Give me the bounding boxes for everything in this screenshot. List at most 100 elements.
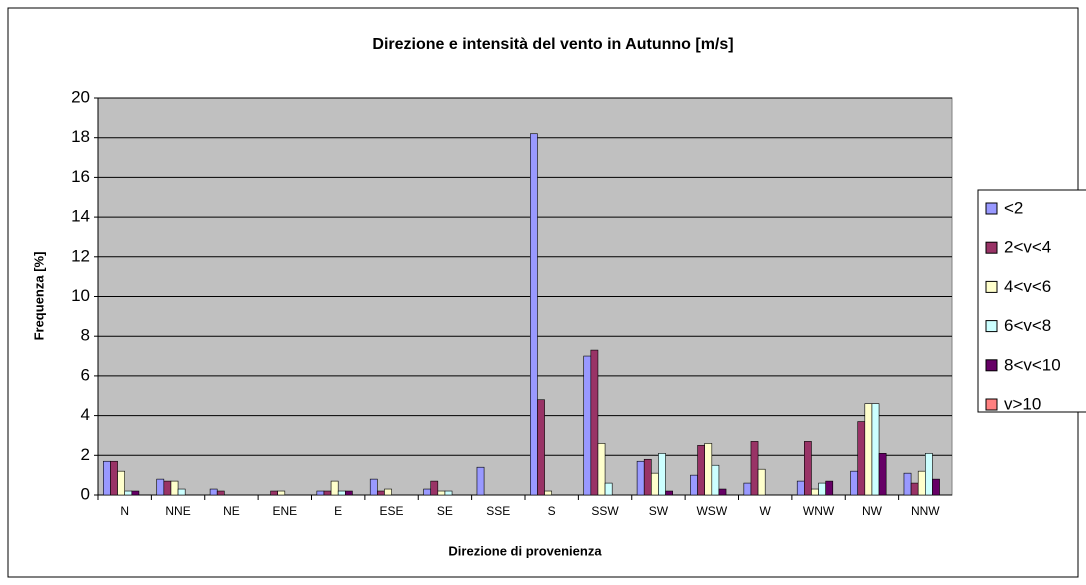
bar (643, 458, 652, 496)
bar (369, 478, 378, 496)
bar (658, 453, 666, 496)
bar (711, 464, 720, 496)
bar (270, 490, 278, 496)
bar (377, 490, 385, 496)
bar (903, 472, 912, 496)
y-tick-label: 12 (71, 246, 90, 265)
bar (818, 482, 826, 496)
bar (804, 441, 812, 496)
bar (604, 482, 613, 496)
y-tick-label: 0 (81, 484, 90, 503)
legend-label: 4<v<6 (1004, 277, 1051, 296)
bar (117, 470, 125, 496)
bar (216, 490, 225, 496)
y-axis-title: Frequenza [%] (31, 252, 46, 341)
chart-title: Direzione e intensità del vento in Autun… (372, 36, 733, 53)
bar (796, 480, 805, 496)
bar (345, 490, 353, 496)
bar (384, 488, 392, 496)
x-tick-label: W (760, 504, 772, 518)
bar (323, 490, 332, 496)
legend-swatch (985, 398, 998, 411)
bar (636, 460, 645, 496)
bar (156, 478, 165, 496)
bar (932, 478, 940, 496)
x-tick-label: NNE (165, 504, 190, 518)
legend-swatch (985, 241, 998, 254)
bar (864, 403, 873, 496)
x-tick-label: SSW (591, 504, 619, 518)
y-tick-label: 8 (81, 326, 90, 345)
bar (704, 443, 713, 496)
bar (917, 470, 926, 496)
x-tick-label: ESE (380, 504, 404, 518)
bar (163, 480, 172, 496)
x-tick-label: NW (862, 504, 883, 518)
bar (277, 490, 286, 496)
legend-label: 8<v<10 (1004, 355, 1061, 374)
bar (530, 133, 538, 496)
bar (651, 472, 659, 496)
legend-label: 6<v<8 (1004, 316, 1051, 335)
y-tick-label: 20 (71, 87, 90, 106)
legend-label: v>10 (1004, 394, 1041, 413)
bar (857, 421, 866, 496)
y-tick-label: 18 (71, 127, 90, 146)
bar (444, 490, 453, 496)
bar (177, 488, 186, 496)
bar (690, 474, 698, 496)
bar (750, 441, 759, 496)
y-tick-label: 6 (81, 365, 90, 384)
x-tick-label: NE (223, 504, 240, 518)
bar (316, 490, 325, 496)
bar (423, 488, 432, 496)
x-tick-label: S (548, 504, 556, 518)
bar (743, 482, 752, 496)
bar (437, 490, 446, 496)
y-tick-label: 4 (81, 405, 90, 424)
bar (544, 490, 552, 496)
bar (170, 480, 179, 496)
bar (537, 399, 545, 496)
legend-swatch (985, 280, 998, 293)
bar (476, 466, 485, 496)
x-tick-label: SW (649, 504, 669, 518)
bar (583, 355, 592, 496)
legend (977, 189, 1086, 413)
x-tick-label: N (120, 504, 129, 518)
legend-label: 2<v<4 (1004, 238, 1051, 257)
bar (209, 488, 218, 496)
bar (910, 482, 919, 496)
y-tick-label: 16 (71, 167, 90, 186)
bar (697, 445, 705, 496)
bar (757, 468, 766, 496)
bar (430, 480, 439, 496)
bar (811, 488, 819, 496)
bar (597, 443, 606, 496)
bar (665, 490, 673, 496)
legend-swatch (985, 202, 998, 215)
legend-label: <2 (1004, 198, 1023, 217)
y-tick-label: 14 (71, 207, 90, 226)
x-tick-label: NNW (911, 504, 940, 518)
bar (925, 453, 933, 496)
bar (850, 470, 859, 496)
x-tick-label: WSW (696, 504, 727, 518)
x-tick-label: WNW (803, 504, 835, 518)
y-tick-label: 10 (71, 286, 90, 305)
bar (103, 460, 111, 496)
bar (330, 480, 339, 496)
legend-swatch (985, 359, 998, 372)
y-tick-label: 2 (81, 445, 90, 464)
x-tick-label: SE (437, 504, 453, 518)
bar (718, 488, 727, 496)
x-tick-label: E (334, 504, 342, 518)
x-tick-label: ENE (272, 504, 297, 518)
bar (590, 349, 599, 496)
x-tick-label: SSE (486, 504, 510, 518)
bar (871, 403, 880, 496)
x-axis-title: Direzione di provenienza (448, 543, 602, 558)
bar (337, 490, 346, 496)
